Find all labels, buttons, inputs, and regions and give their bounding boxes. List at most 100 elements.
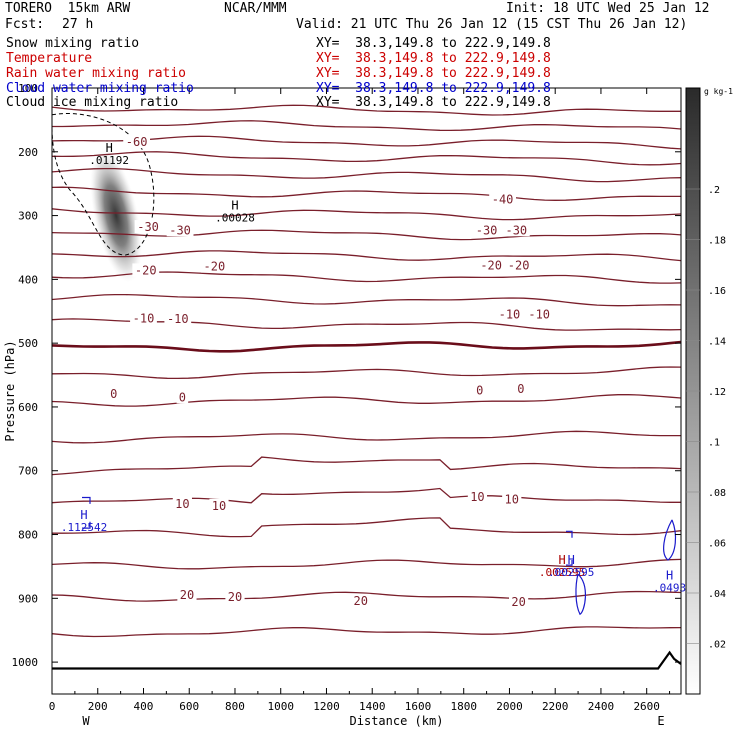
x-tick-label: 1800	[450, 700, 477, 713]
snow-shading	[90, 148, 142, 283]
isotherm-label-bg	[132, 263, 160, 277]
colorbar-tick-label: .16	[708, 286, 726, 297]
x-tick-label: 1200	[313, 700, 340, 713]
plot-frame	[51, 87, 682, 695]
colorbar-tick-label: .18	[708, 236, 726, 247]
isotherm-line	[51, 104, 681, 116]
isotherm-label: 0	[476, 383, 483, 397]
isotherm-label: 20	[180, 588, 194, 602]
isotherm-label-bg	[502, 492, 522, 506]
isotherm-label: -30	[476, 223, 498, 237]
isotherm-line	[51, 250, 682, 262]
y-tick-label: 300	[18, 210, 38, 223]
isotherm-label-bg	[467, 489, 488, 503]
colorbar-tick-label: .02	[708, 640, 726, 651]
isotherm-line	[51, 626, 682, 638]
isotherm-label-bg	[209, 498, 229, 512]
colorbar-tick-label: .14	[708, 337, 726, 348]
x-tick-label: 1600	[405, 700, 432, 713]
x-tick-label: 1400	[359, 700, 386, 713]
legend-cloud-ice-label: Cloud ice mixing ratio	[6, 95, 179, 110]
isotherm-label-bg	[489, 192, 516, 206]
legend-cloud-water-label: Cloud water mixing ratio	[6, 81, 194, 96]
isotherm-label: -20	[480, 258, 502, 272]
isotherm-label: -40	[492, 193, 514, 207]
y-axis-title: Pressure (hPa)	[3, 340, 17, 441]
west-label: W	[82, 714, 90, 728]
extremum-mark: H	[666, 569, 673, 583]
x-tick-label: 200	[88, 700, 108, 713]
isotherm-label: -10	[167, 312, 189, 326]
colorbar-tick-label: .1	[708, 438, 720, 449]
extremum-value: .002595	[548, 566, 594, 579]
colorbar-tick-label: .12	[708, 387, 726, 398]
cloud-water-contour	[566, 530, 573, 566]
isotherm-label: -30	[169, 223, 191, 237]
colorbar-tick-label: .04	[708, 589, 726, 600]
isotherm-line	[52, 120, 682, 132]
isotherm-label-bg	[509, 595, 529, 609]
forecast-hour: 27 h	[62, 17, 94, 32]
extremum-value: .0493	[653, 582, 686, 595]
isotherm-label-bg	[164, 311, 192, 325]
y-tick-label: 600	[18, 401, 38, 414]
isotherm-label-bg	[473, 223, 500, 237]
east-label: E	[657, 714, 664, 728]
isotherm-line	[51, 186, 681, 201]
isotherm-label: -10	[528, 307, 550, 321]
isotherm-label-bg	[477, 258, 505, 272]
isotherm-label-bg	[134, 220, 162, 234]
isotherm-label-bg	[525, 307, 553, 321]
isotherm-label-bg	[172, 496, 192, 510]
y-tick-label: 1000	[12, 656, 39, 669]
isotherm-label: 10	[212, 499, 226, 513]
isotherm-label: -30	[137, 220, 159, 234]
isotherm-label: -30	[505, 223, 527, 237]
legend-temperature-xy: XY= 38.3,149.8 to 222.9,149.8	[316, 51, 551, 66]
isotherm-line	[51, 430, 681, 444]
isotherm-label: -60	[126, 135, 148, 149]
legend-cloud-water-xy: XY= 38.3,149.8 to 222.9,149.8	[316, 81, 551, 96]
center-title: NCAR/MMM	[224, 1, 287, 16]
isotherm-label-bg	[123, 135, 151, 149]
isotherm-label-bg	[107, 387, 120, 401]
extremum-mark: H	[80, 508, 87, 522]
legend-snow-label: Snow mixing ratio	[6, 36, 140, 51]
cloud-water-contour	[575, 573, 586, 616]
forecast-label: Fcst:	[5, 17, 45, 32]
legend-rain-xy: XY= 38.3,149.8 to 222.9,149.8	[316, 66, 551, 81]
y-tick-label: 900	[18, 592, 38, 605]
extremum-value: .00028	[215, 212, 255, 225]
isotherm-line	[51, 394, 682, 407]
cloud-water-contour	[663, 519, 677, 561]
isotherm-line	[51, 135, 682, 150]
x-tick-label: 1000	[267, 700, 294, 713]
y-tick-label: 100	[18, 82, 38, 95]
isotherm-line	[51, 151, 682, 166]
isotherm-line	[51, 366, 682, 380]
isotherm-label: 0	[179, 390, 186, 404]
isotherm-line	[51, 293, 682, 307]
colorbar-tick-label: .06	[708, 539, 726, 550]
colorbar-tick-label: .08	[708, 488, 726, 499]
isotherm-label: -20	[135, 263, 157, 277]
model-title: TORERO 15km ARW	[5, 1, 131, 16]
isotherm-label: -10	[499, 307, 521, 321]
y-tick-label: 400	[18, 273, 38, 286]
x-tick-label: 600	[179, 700, 199, 713]
isotherm-line	[51, 487, 681, 504]
isotherm-label-bg	[177, 588, 197, 602]
isotherm-label-bg	[515, 382, 527, 396]
isotherm-label: 0	[110, 387, 117, 401]
isotherm-line	[51, 208, 682, 221]
isotherm-line	[51, 340, 682, 353]
y-tick-label: 800	[18, 529, 38, 542]
isotherm-label-bg	[496, 307, 523, 321]
isotherm-line	[51, 456, 682, 476]
isotherm-label: 10	[175, 497, 189, 511]
isotherm-label-bg	[200, 259, 228, 273]
x-tick-label: 400	[134, 700, 154, 713]
legend-rain-label: Rain water mixing ratio	[6, 66, 187, 81]
extremum-mark: H	[568, 553, 575, 567]
